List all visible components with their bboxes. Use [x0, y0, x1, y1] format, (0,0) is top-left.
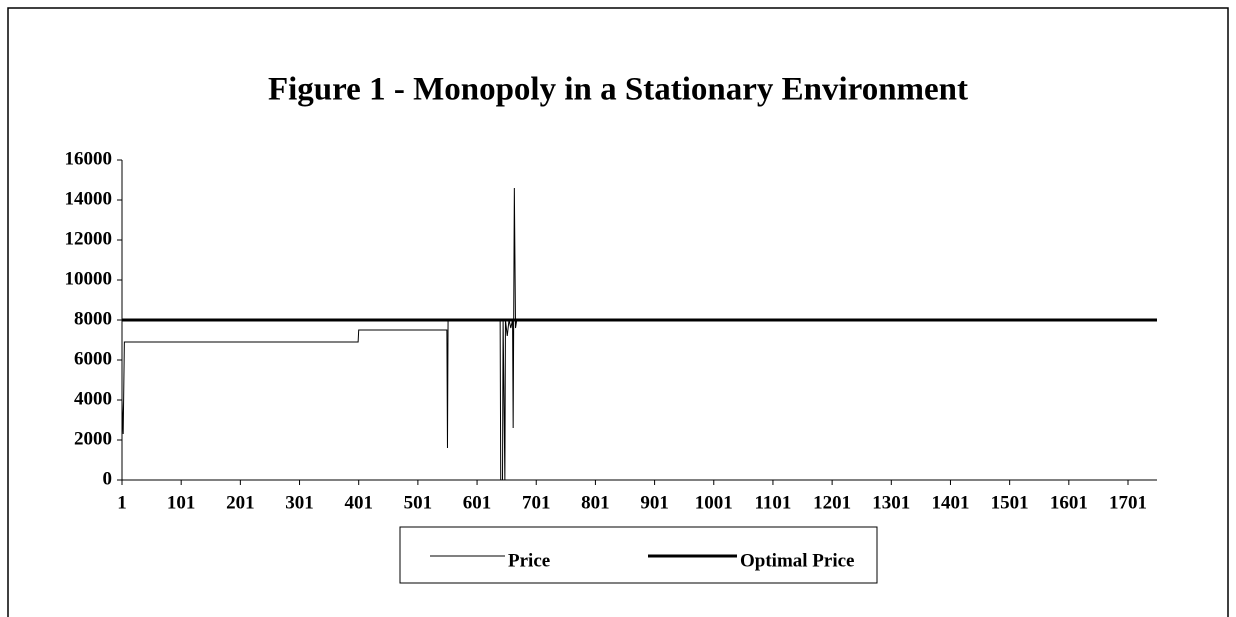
x-tick-label: 1401 — [931, 492, 969, 513]
x-tick-label: 1301 — [872, 492, 910, 513]
y-tick-label: 12000 — [65, 228, 113, 249]
y-tick-label: 16000 — [65, 148, 113, 169]
y-tick-label: 6000 — [74, 348, 112, 369]
x-tick-label: 201 — [226, 492, 255, 513]
y-tick-label: 0 — [103, 468, 113, 489]
x-tick-label: 501 — [404, 492, 433, 513]
x-tick-label: 1 — [117, 492, 127, 513]
y-tick-label: 2000 — [74, 428, 112, 449]
chart-frame — [7, 7, 1229, 617]
x-tick-label: 1001 — [695, 492, 733, 513]
y-tick-label: 4000 — [74, 388, 112, 409]
legend-box — [399, 526, 878, 584]
x-tick-label: 401 — [344, 492, 373, 513]
series-line — [121, 187, 1157, 481]
x-tick-label: 1201 — [813, 492, 851, 513]
x-tick-label: 801 — [581, 492, 610, 513]
y-tick-label: 14000 — [65, 188, 113, 209]
x-tick-label: 701 — [522, 492, 551, 513]
y-tick-label: 8000 — [74, 308, 112, 329]
x-tick-label: 101 — [167, 492, 196, 513]
chart-title: Figure 1 - Monopoly in a Stationary Envi… — [268, 72, 968, 108]
legend-label: Optimal Price — [740, 550, 855, 571]
x-tick-label: 901 — [640, 492, 669, 513]
x-tick-label: 1601 — [1050, 492, 1088, 513]
x-tick-label: 601 — [463, 492, 492, 513]
x-tick-label: 301 — [285, 492, 314, 513]
x-tick-label: 1501 — [991, 492, 1029, 513]
legend-label: Price — [508, 550, 550, 571]
y-tick-label: 10000 — [65, 268, 113, 289]
x-tick-label: 1701 — [1109, 492, 1147, 513]
x-tick-label: 1101 — [754, 492, 791, 513]
